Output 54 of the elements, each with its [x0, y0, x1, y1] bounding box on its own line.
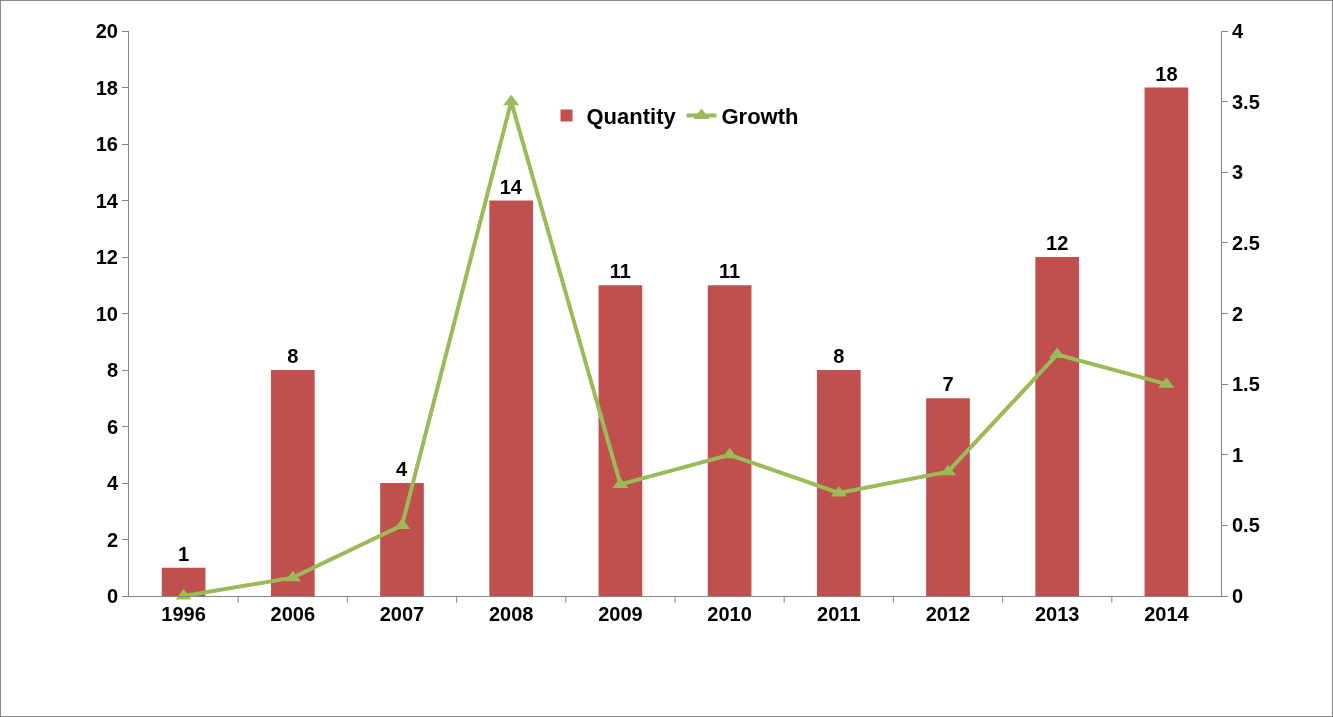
y-tick-label: 0 — [106, 585, 118, 607]
y2-tick-label: 2.5 — [1232, 231, 1260, 254]
x-tick-label: 2010 — [707, 603, 752, 625]
y-tick-label: 10 — [95, 302, 118, 325]
y-tick-label: 20 — [95, 20, 118, 42]
x-tick-label: 1996 — [161, 603, 206, 625]
data-label: 8 — [833, 345, 845, 367]
data-label: 14 — [499, 175, 523, 198]
y2-tick-label: 1.5 — [1232, 373, 1260, 396]
y-tick-label: 16 — [95, 133, 118, 155]
x-tick-label: 2006 — [270, 603, 316, 625]
y-tick-label: 4 — [106, 472, 119, 494]
y-tick-label: 14 — [95, 189, 119, 212]
x-tick-label: 2012 — [925, 603, 971, 625]
point — [284, 570, 301, 582]
bar — [489, 200, 534, 596]
bar — [926, 398, 970, 596]
data-label: 7 — [942, 373, 954, 396]
bar — [707, 285, 752, 596]
x-tick-label: 2014 — [1144, 603, 1190, 625]
legend-label: Growth — [721, 104, 799, 130]
data-label: 8 — [287, 345, 299, 367]
y-tick-label: 2 — [106, 528, 118, 551]
point — [503, 94, 520, 106]
x-tick-label: 2013 — [1034, 603, 1080, 625]
y-tick-label: 12 — [95, 246, 118, 268]
y2-tick-label: 4 — [1232, 20, 1244, 42]
bar — [1035, 257, 1080, 596]
x-tick-label: 2007 — [379, 603, 425, 625]
bar — [380, 483, 424, 596]
data-label: 11 — [719, 260, 741, 283]
y2-tick-label: 2 — [1232, 302, 1244, 325]
data-label: 4 — [396, 458, 408, 480]
y-tick-label: 8 — [106, 359, 118, 381]
y-tick-label: 6 — [106, 415, 118, 438]
x-tick-label: 2008 — [488, 603, 534, 625]
data-label: 11 — [609, 260, 631, 283]
bar — [1144, 87, 1189, 596]
data-label: 18 — [1155, 62, 1178, 85]
y-tick-label: 18 — [95, 76, 118, 99]
y2-tick-label: 0.5 — [1232, 514, 1260, 537]
bar — [598, 285, 643, 596]
data-label: 12 — [1046, 232, 1069, 254]
bar — [816, 370, 861, 596]
data-label: 1 — [178, 542, 190, 565]
y2-tick-label: 3 — [1232, 161, 1244, 184]
bar — [270, 370, 315, 596]
x-tick-label: 2009 — [598, 603, 643, 625]
y2-tick-label: 1 — [1232, 443, 1244, 466]
y2-tick-label: 0 — [1232, 585, 1244, 607]
x-tick-label: 2011 — [817, 603, 861, 625]
legend-label: Quantity — [586, 104, 677, 130]
point — [830, 485, 847, 497]
y2-tick-label: 3.5 — [1232, 90, 1260, 113]
